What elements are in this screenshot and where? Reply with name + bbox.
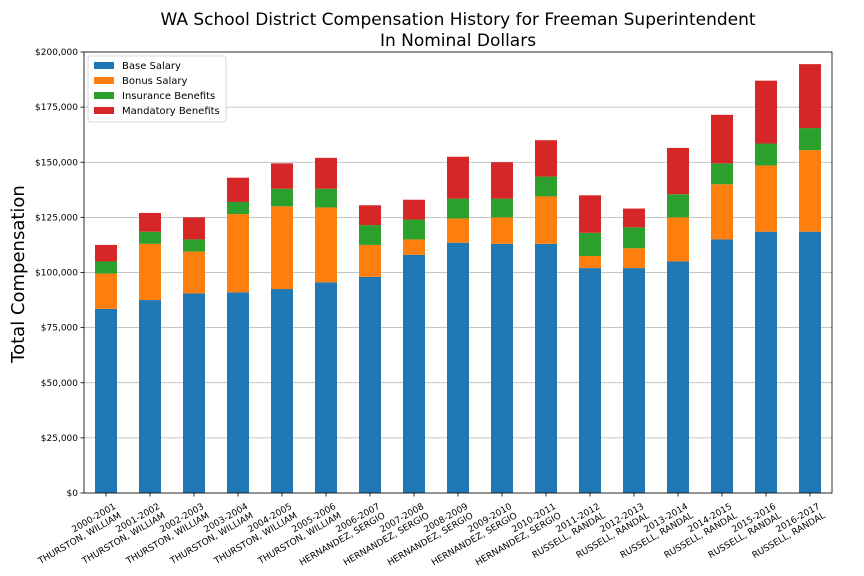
bar-insurance-benefits [139, 231, 161, 244]
bar-insurance-benefits [623, 227, 645, 249]
bar-base-salary [491, 243, 513, 493]
bar-mandatory-benefits [139, 212, 161, 232]
bar-bonus-salary [95, 273, 117, 309]
bar-insurance-benefits [447, 198, 469, 219]
bar-base-salary [359, 276, 381, 493]
bar-mandatory-benefits [535, 140, 557, 177]
bar-insurance-benefits [535, 176, 557, 197]
bar-bonus-salary [315, 207, 337, 283]
bar-bonus-salary [623, 248, 645, 269]
bar-bonus-salary [535, 196, 557, 244]
bar-insurance-benefits [227, 201, 249, 215]
bar-insurance-benefits [95, 261, 117, 274]
bars [95, 64, 821, 493]
bar-base-salary [183, 293, 205, 493]
bar-insurance-benefits [403, 219, 425, 240]
bar-mandatory-benefits [403, 199, 425, 220]
plot-frame [83, 51, 833, 494]
bar-base-salary [227, 292, 249, 493]
legend-swatch [94, 107, 114, 114]
legend: Base Salary Bonus Salary Insurance Benefit… [87, 55, 227, 123]
bar-mandatory-benefits [667, 147, 689, 195]
bar-mandatory-benefits [447, 156, 469, 199]
legend-box [87, 55, 227, 123]
bar-insurance-benefits [491, 198, 513, 218]
bar-mandatory-benefits [755, 80, 777, 144]
bar-mandatory-benefits [271, 163, 293, 189]
bar-base-salary [755, 231, 777, 493]
bar-base-salary [535, 243, 557, 493]
y-tick-label: $25,000 [41, 434, 78, 444]
bar-base-salary [711, 239, 733, 493]
bar-insurance-benefits [667, 194, 689, 218]
bar-bonus-salary [139, 243, 161, 301]
y-tick-label: $75,000 [41, 324, 78, 334]
y-axis-label: Total Compensation [8, 185, 29, 364]
y-tick-label: $175,000 [35, 103, 78, 113]
bar-base-salary [95, 308, 117, 493]
bar-mandatory-benefits [799, 64, 821, 129]
bar-mandatory-benefits [623, 208, 645, 228]
bar-insurance-benefits [315, 188, 337, 208]
bar-bonus-salary [711, 184, 733, 240]
bar-base-salary [579, 268, 601, 493]
bar-mandatory-benefits [579, 195, 601, 233]
bar-mandatory-benefits [183, 217, 205, 240]
bar-bonus-salary [359, 244, 381, 277]
bar-base-salary [315, 282, 337, 493]
bar-mandatory-benefits [711, 114, 733, 164]
bar-bonus-salary [491, 217, 513, 244]
bar-mandatory-benefits [95, 244, 117, 262]
bar-mandatory-benefits [359, 205, 381, 226]
bar-bonus-salary [271, 206, 293, 290]
bar-base-salary [667, 261, 689, 493]
bar-base-salary [623, 268, 645, 493]
bar-bonus-salary [667, 217, 689, 262]
bar-insurance-benefits [799, 128, 821, 151]
bar-base-salary [139, 300, 161, 493]
bar-bonus-salary [799, 150, 821, 232]
bar-bonus-salary [579, 255, 601, 269]
y-tick-label: $50,000 [41, 379, 78, 389]
legend-swatch [94, 77, 114, 84]
legend-label: Base Salary [122, 61, 181, 72]
bar-mandatory-benefits [491, 162, 513, 199]
bar-insurance-benefits [183, 239, 205, 252]
bar-base-salary [403, 254, 425, 493]
bar-insurance-benefits [271, 188, 293, 207]
chart-title: WA School District Compensation History … [160, 10, 755, 30]
bar-bonus-salary [227, 214, 249, 293]
legend-label: Bonus Salary [122, 76, 188, 87]
y-tick-label: $150,000 [35, 158, 78, 168]
legend-label: Mandatory Benefits [122, 106, 220, 117]
bar-insurance-benefits [711, 163, 733, 185]
bar-bonus-salary [755, 165, 777, 232]
bar-bonus-salary [447, 218, 469, 243]
bar-bonus-salary [183, 251, 205, 294]
y-tick-label: $0 [67, 489, 79, 499]
bar-insurance-benefits [359, 225, 381, 245]
bar-mandatory-benefits [227, 177, 249, 202]
bar-insurance-benefits [755, 143, 777, 166]
bar-bonus-salary [403, 239, 425, 255]
bar-base-salary [271, 289, 293, 493]
bar-base-salary [447, 242, 469, 493]
y-tick-label: $125,000 [35, 213, 78, 223]
legend-swatch [94, 92, 114, 99]
bar-base-salary [799, 231, 821, 493]
bar-mandatory-benefits [315, 157, 337, 189]
chart-subtitle: In Nominal Dollars [380, 31, 536, 51]
x-tick-label-name: THURSTON, WILLIAM [36, 511, 123, 567]
y-tick-label: $200,000 [35, 48, 78, 58]
bar-insurance-benefits [579, 232, 601, 256]
legend-swatch [94, 62, 114, 69]
y-tick-label: $100,000 [35, 269, 78, 279]
legend-label: Insurance Benefits [122, 91, 215, 102]
